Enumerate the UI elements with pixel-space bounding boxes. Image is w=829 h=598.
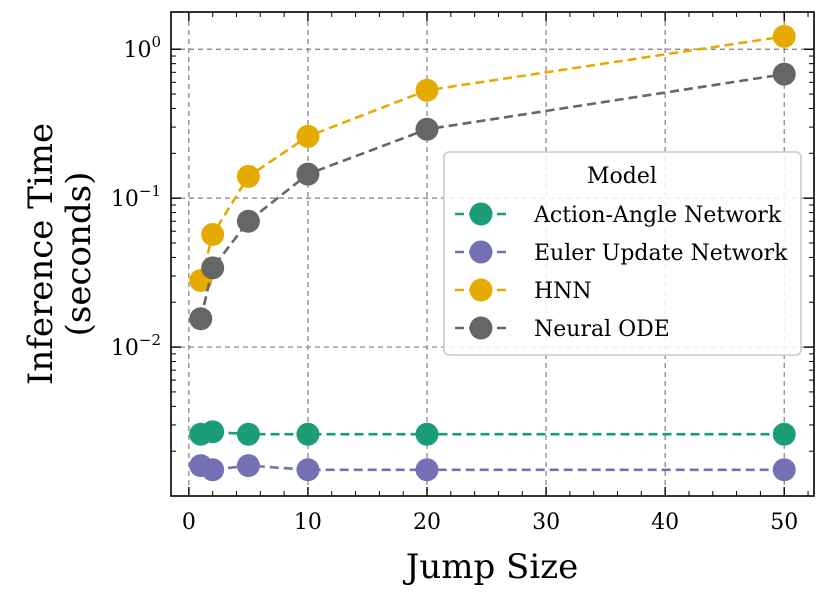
x-tick-label: 20: [413, 510, 441, 535]
data-point-neural-ode: [189, 307, 213, 331]
plot-frame: [170, 11, 815, 497]
data-point-neural-ode: [415, 117, 439, 141]
x-tick-label: 30: [532, 510, 560, 535]
tick-labels: 0 10 20 30 40 50 100 10−1 10−2: [111, 33, 798, 535]
data-point-neural-ode: [236, 209, 260, 233]
y-tick-label: 10−1: [111, 182, 161, 212]
x-tick-label: 10: [294, 510, 322, 535]
legend-label-neural-ode: Neural ODE: [534, 317, 670, 342]
x-tick-label: 40: [651, 510, 679, 535]
data-point-action-angle-network: [201, 420, 225, 444]
data-point-neural-ode: [772, 62, 796, 86]
axis-ticks: [171, 12, 814, 496]
data-point-hnn: [415, 78, 439, 102]
legend-label-hnn: HNN: [534, 279, 592, 304]
data-point-action-angle-network: [415, 422, 439, 446]
data-point-neural-ode: [296, 162, 320, 186]
series-line-euler-update-network: [200, 464, 785, 472]
data-point-euler-update-network: [296, 458, 320, 482]
series-layer: [189, 24, 796, 482]
y-tick-label: 10−2: [111, 331, 161, 361]
data-point-action-angle-network: [772, 422, 796, 446]
data-point-action-angle-network: [236, 422, 260, 446]
legend-marker-neural-ode: [469, 316, 493, 340]
legend-box: [443, 151, 802, 356]
legend-title: Model: [587, 164, 657, 189]
x-tick-label: 0: [182, 510, 196, 535]
legend-marker-hnn: [469, 278, 493, 302]
legend: Model Action-Angle Network Euler Update N…: [443, 151, 802, 356]
data-point-action-angle-network: [296, 422, 320, 446]
legend-items: Action-Angle Network Euler Update Network…: [455, 202, 788, 342]
series-line-action-angle-network: [200, 430, 785, 436]
y-axis-label-line1: Inference Time: [21, 123, 61, 385]
data-point-neural-ode: [201, 256, 225, 280]
data-point-hnn: [236, 164, 260, 188]
x-axis-label: Jump Size: [403, 547, 579, 587]
y-tick-label: 100: [123, 33, 161, 63]
x-tick-label: 50: [770, 510, 798, 535]
legend-marker-action-angle-network: [469, 202, 493, 226]
legend-label-action-angle-network: Action-Angle Network: [533, 203, 782, 228]
data-point-hnn: [772, 24, 796, 48]
data-point-euler-update-network: [236, 454, 260, 478]
data-point-euler-update-network: [415, 458, 439, 482]
data-point-hnn: [201, 223, 225, 247]
data-point-euler-update-network: [201, 458, 225, 482]
legend-label-euler-update-network: Euler Update Network: [534, 241, 788, 266]
legend-marker-euler-update-network: [469, 240, 493, 264]
data-point-euler-update-network: [772, 458, 796, 482]
data-point-hnn: [296, 124, 320, 148]
y-axis-label-line2: (seconds): [59, 172, 99, 337]
